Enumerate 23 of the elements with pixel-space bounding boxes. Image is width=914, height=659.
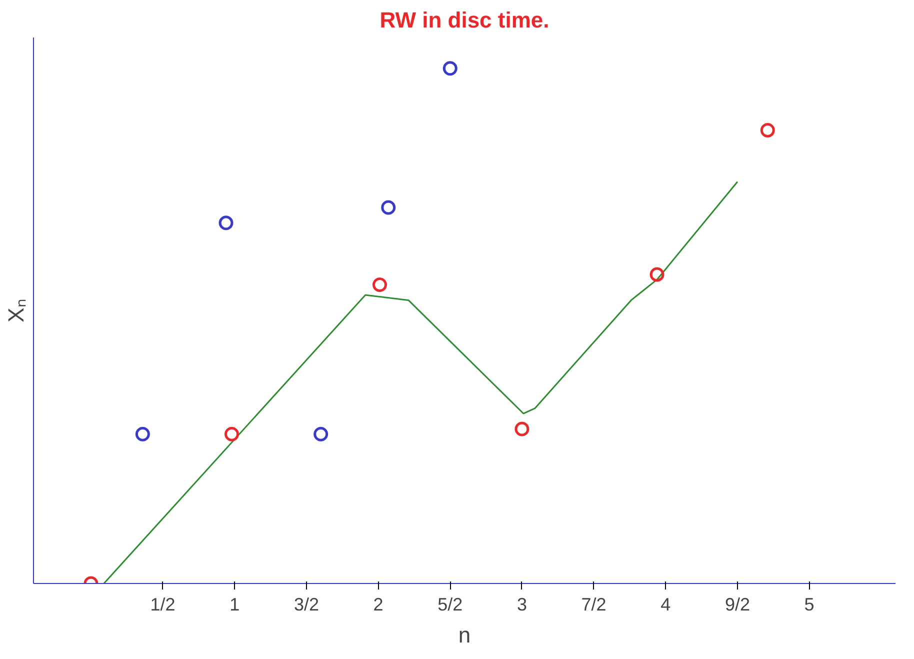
x-tick-label: 2 <box>373 594 384 614</box>
x-axis-title: n <box>458 622 471 648</box>
x-tick-label: 1/2 <box>150 594 176 614</box>
point <box>314 426 328 442</box>
point <box>372 278 387 292</box>
point <box>224 426 240 442</box>
point <box>760 122 775 138</box>
chart-title: RW in disc time. <box>380 8 550 32</box>
x-tick-label: 5/2 <box>438 594 463 614</box>
point <box>514 422 530 436</box>
x-tick-label: 5 <box>804 594 814 614</box>
point <box>381 200 396 215</box>
point <box>650 267 664 282</box>
x-tick-label: 3 <box>516 594 527 614</box>
x-tick-label: 4 <box>660 594 671 614</box>
x-tick-label: 1 <box>230 594 240 614</box>
x-tick-label: 3/2 <box>294 594 319 614</box>
x-tick-label: 7/2 <box>581 594 606 614</box>
x-tick-label: 9/2 <box>724 594 750 614</box>
point <box>218 216 234 230</box>
point <box>135 426 150 442</box>
y-axis-title: Xₙ <box>4 298 28 322</box>
point <box>442 61 458 76</box>
